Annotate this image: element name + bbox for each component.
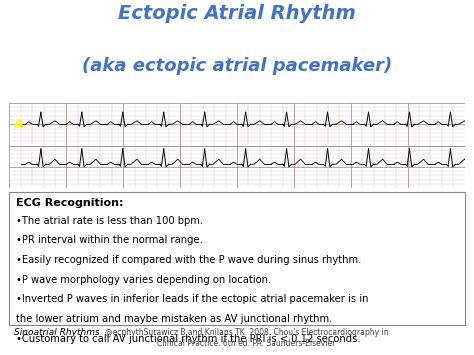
Text: •Customary to call AV junctional rhythm if the PRI is < 0.12 seconds.: •Customary to call AV junctional rhythm … <box>16 334 361 344</box>
Text: •PR interval within the normal range.: •PR interval within the normal range. <box>16 235 203 245</box>
Text: ECG Recognition:: ECG Recognition: <box>16 198 124 208</box>
Text: •The atrial rate is less than 100 bpm.: •The atrial rate is less than 100 bpm. <box>16 215 203 226</box>
Text: A: A <box>14 118 23 131</box>
Text: •Inverted P waves in inferior leads if the ectopic atrial pacemaker is in: •Inverted P waves in inferior leads if t… <box>16 295 369 305</box>
Text: •P wave morphology varies depending on location.: •P wave morphology varies depending on l… <box>16 275 272 285</box>
Text: Ectopic Atrial Rhythm: Ectopic Atrial Rhythm <box>118 4 356 23</box>
Text: the lower atrium and maybe mistaken as AV junctional rhythm.: the lower atrium and maybe mistaken as A… <box>16 314 333 324</box>
Text: (aka ectopic atrial pacemaker): (aka ectopic atrial pacemaker) <box>82 57 392 75</box>
Text: Sinoatrial Rhythms: Sinoatrial Rhythms <box>14 328 100 337</box>
Text: @ecphythSurawicz B and Knilans TK. 2008. Chou's Electrocardiography in
Clinical : @ecphythSurawicz B and Knilans TK. 2008.… <box>105 328 388 349</box>
Text: •Easily recognized if compared with the P wave during sinus rhythm.: •Easily recognized if compared with the … <box>16 255 362 265</box>
